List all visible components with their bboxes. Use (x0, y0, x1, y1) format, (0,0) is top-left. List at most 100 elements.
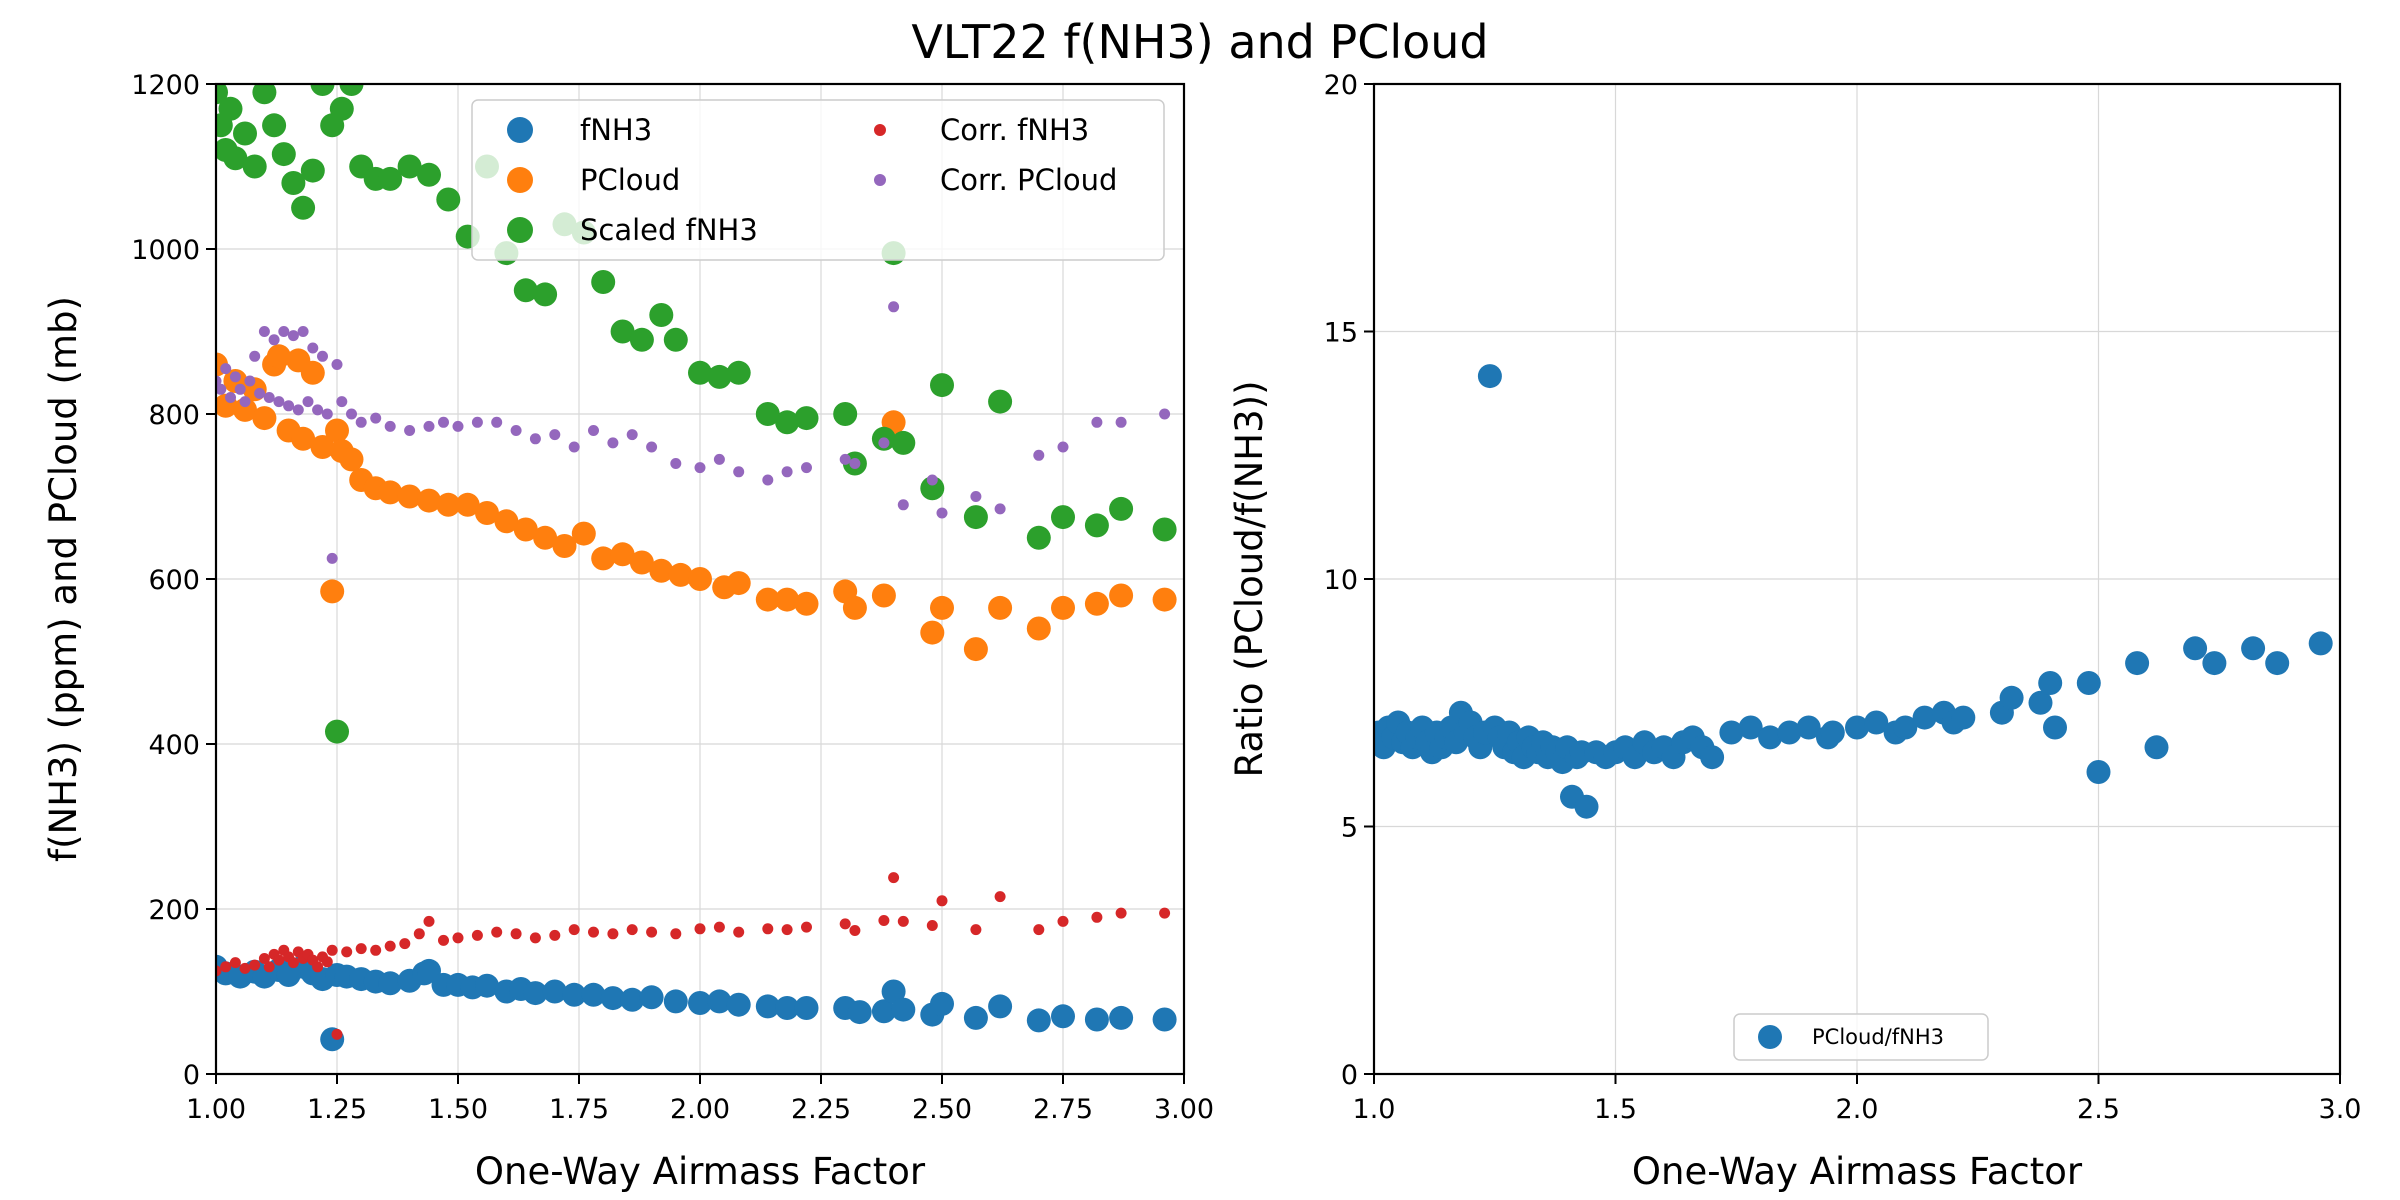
data-point (452, 932, 464, 944)
data-point (249, 350, 261, 362)
series-pcloud-fnh3 (1374, 364, 2333, 819)
data-point (2144, 735, 2169, 760)
x-tick-label: 1.00 (186, 1094, 246, 1125)
data-point (1051, 505, 1075, 530)
y-tick-label: 200 (148, 895, 200, 926)
x-tick-label: 3.00 (1154, 1094, 1214, 1125)
data-point (878, 437, 890, 449)
data-point (404, 425, 416, 436)
data-point (629, 327, 654, 352)
data-point (491, 926, 503, 938)
data-point (254, 387, 266, 399)
data-point (707, 989, 732, 1014)
data-point (930, 373, 954, 398)
data-point (384, 420, 396, 432)
data-point (1152, 517, 1177, 542)
data-point (988, 595, 1013, 620)
data-point (263, 961, 275, 973)
data-point (1115, 416, 1127, 428)
data-point (271, 142, 296, 167)
data-point (312, 404, 324, 416)
legend-marker (507, 117, 533, 143)
data-point (302, 396, 314, 408)
data-point (794, 591, 819, 616)
data-point (963, 637, 988, 662)
data-point (229, 957, 241, 969)
data-point (694, 923, 706, 935)
data-point (2183, 636, 2208, 661)
data-point (1152, 1007, 1177, 1032)
data-point (249, 959, 261, 971)
x-tick-label: 3.0 (2319, 1094, 2362, 1125)
data-point (694, 462, 706, 474)
data-point (849, 925, 861, 936)
x-tick-label: 2.0 (1836, 1094, 1879, 1125)
data-point (1026, 616, 1051, 641)
data-point (801, 462, 812, 474)
data-point (629, 550, 654, 575)
data-point (529, 433, 541, 445)
data-point (588, 926, 599, 938)
data-point (801, 921, 812, 933)
data-point (513, 278, 538, 303)
data-point (1084, 1007, 1109, 1032)
data-point (881, 979, 906, 1004)
data-point (417, 162, 441, 187)
data-point (926, 474, 938, 486)
data-point (423, 915, 435, 927)
data-point (523, 981, 548, 1006)
data-point (1700, 745, 1725, 770)
legend-marker (507, 217, 533, 243)
data-point (781, 924, 793, 936)
legend: fNH3 PCloud Scaled fNH3 Corr. fNH3 Corr. PCl… (471, 99, 1165, 261)
data-point (552, 534, 577, 558)
data-point (233, 397, 257, 422)
data-point (229, 371, 241, 383)
data-point (936, 507, 948, 519)
y-tick-label: 600 (148, 565, 200, 596)
data-point (475, 973, 499, 998)
data-point (568, 924, 580, 936)
data-point (1796, 715, 1821, 740)
data-point (1477, 364, 1502, 389)
data-point (268, 334, 280, 346)
data-point (733, 466, 745, 478)
data-point (252, 406, 277, 431)
data-point (568, 441, 580, 453)
data-point (994, 503, 1006, 515)
series-fnh3 (216, 954, 1177, 1052)
data-point (266, 344, 291, 369)
data-point (726, 992, 751, 1017)
data-point (926, 920, 938, 931)
data-point (755, 994, 780, 1019)
data-point (963, 1005, 988, 1030)
data-point (312, 961, 324, 973)
data-point (670, 458, 682, 469)
legend-marker (874, 174, 886, 186)
y-tick-label: 20 (1324, 70, 1358, 101)
data-point (663, 327, 688, 352)
data-point (273, 396, 285, 408)
legend-marker (874, 124, 886, 136)
data-point (1033, 924, 1045, 936)
data-point (542, 979, 567, 1004)
data-point (794, 996, 819, 1020)
data-point (2202, 651, 2227, 676)
data-point (888, 872, 900, 884)
data-point (1026, 525, 1051, 550)
data-point (1084, 591, 1109, 616)
data-point (607, 928, 619, 940)
data-point (591, 546, 616, 571)
data-point (646, 441, 658, 453)
data-point (839, 453, 851, 465)
data-point (310, 435, 335, 459)
data-point (384, 940, 396, 952)
data-point (455, 492, 480, 517)
data-point (1999, 685, 2024, 710)
y-tick-label: 1200 (131, 70, 200, 101)
data-point (847, 1000, 872, 1025)
data-point (620, 987, 645, 1012)
data-point (762, 923, 774, 935)
data-point (1084, 513, 1109, 538)
data-point (1912, 705, 1937, 730)
